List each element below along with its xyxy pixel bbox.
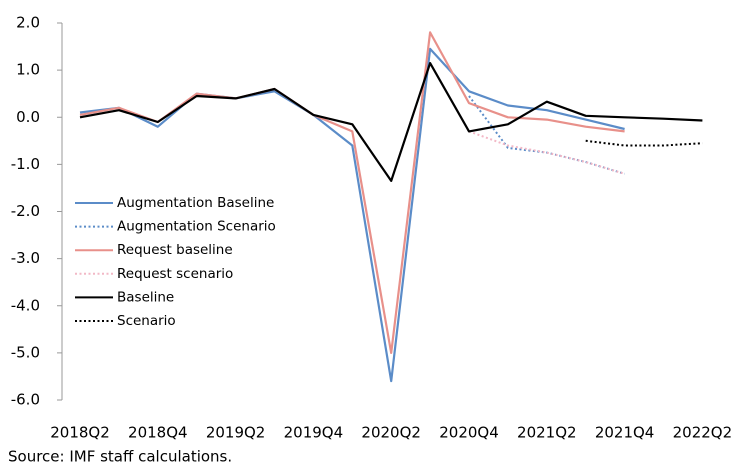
x-tick-label: 2020Q2 — [361, 424, 421, 442]
x-tick-label: 2019Q4 — [284, 424, 344, 442]
legend-label: Augmentation Scenario — [117, 219, 276, 235]
legend-label: Augmentation Baseline — [117, 195, 274, 211]
y-tick-label: 0.0 — [16, 108, 40, 126]
y-tick-label: -3.0 — [11, 249, 40, 267]
x-tick-label: 2021Q4 — [595, 424, 655, 442]
y-tick-label: -6.0 — [11, 391, 40, 409]
legend-label: Baseline — [117, 289, 174, 305]
series-line — [468, 95, 625, 175]
x-tick-label: 2021Q2 — [517, 424, 577, 442]
y-tick-label: -1.0 — [11, 155, 40, 173]
x-tick-label: 2020Q4 — [439, 424, 499, 442]
series-line — [585, 139, 703, 147]
x-tick-label: 2019Q2 — [206, 424, 266, 442]
source-note: Source: IMF staff calculations. — [8, 448, 232, 466]
x-tick-label: 2022Q2 — [673, 424, 733, 442]
legend-label: Request baseline — [117, 242, 233, 258]
y-tick-label: 1.0 — [16, 61, 40, 79]
y-tick-label: -5.0 — [11, 343, 40, 361]
series-line — [79, 62, 703, 182]
legend-label: Scenario — [117, 313, 176, 329]
series-line — [79, 47, 625, 383]
y-tick-label: -2.0 — [11, 202, 40, 220]
x-tick-label: 2018Q4 — [128, 424, 188, 442]
x-tick-label: 2018Q2 — [50, 424, 110, 442]
legend-label: Request scenario — [117, 266, 233, 282]
y-tick-label: 2.0 — [16, 14, 40, 32]
series-line — [468, 130, 625, 175]
y-tick-label: -4.0 — [11, 296, 40, 314]
